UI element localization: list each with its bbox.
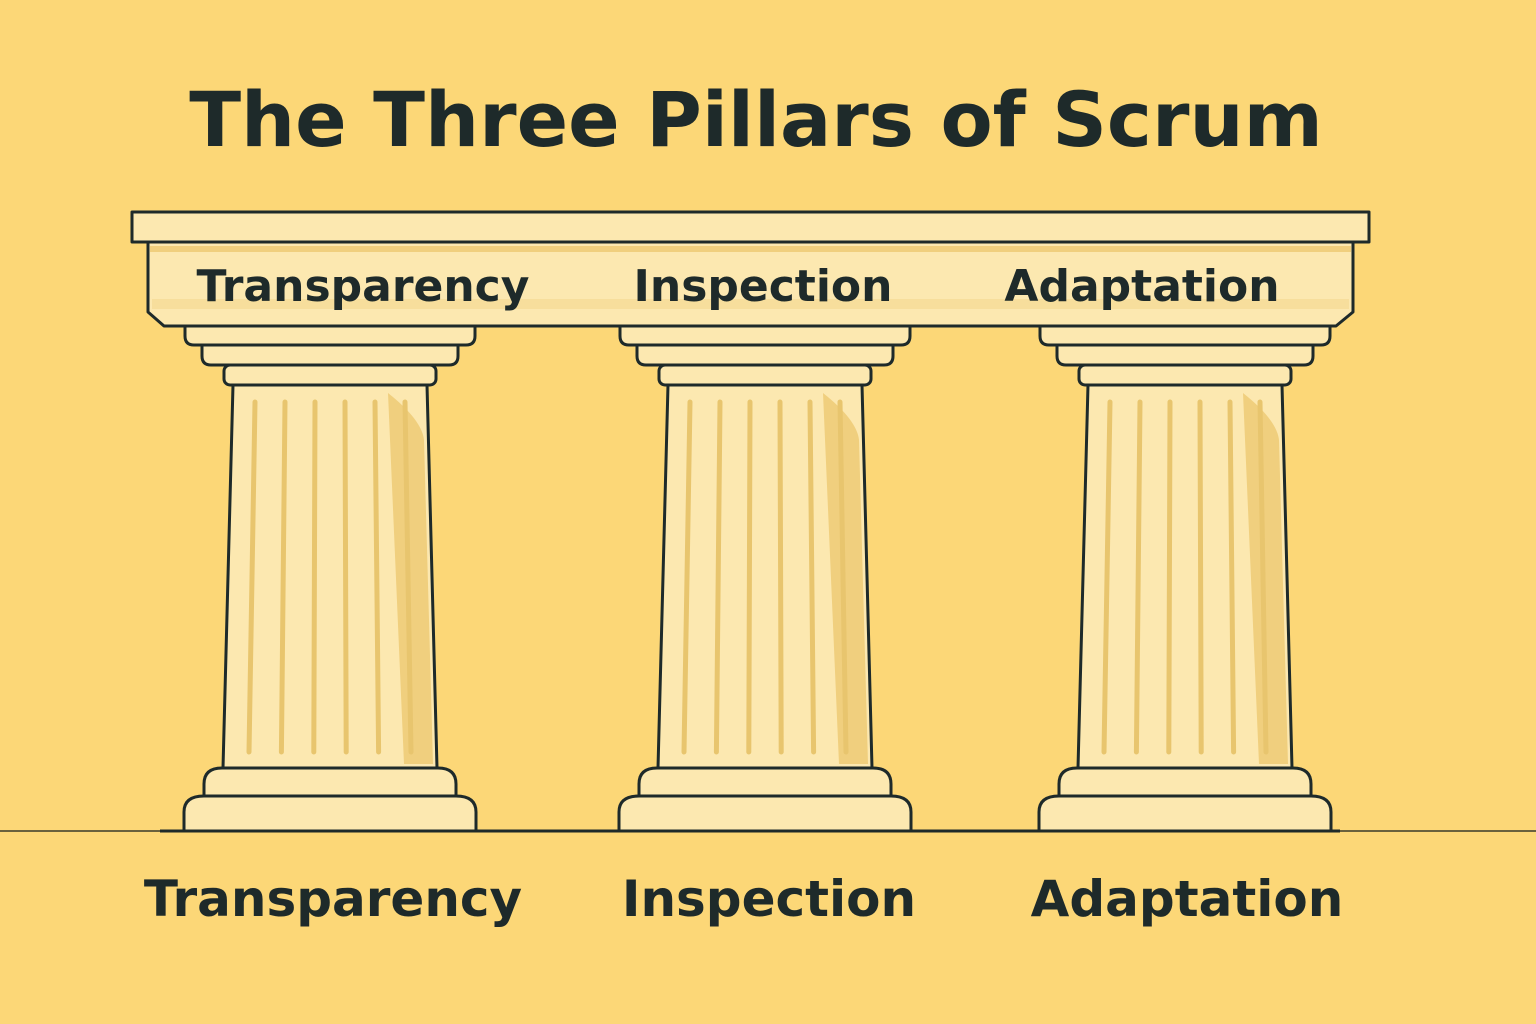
capital-top	[618, 324, 912, 347]
shaft-flute	[681, 399, 693, 755]
pillar-label-inspection: Inspection	[622, 870, 916, 928]
base-upper	[637, 766, 893, 798]
beam-label-inspection: Inspection	[634, 261, 893, 312]
shaft-flute	[1101, 399, 1113, 755]
shaft-flute	[1227, 399, 1237, 755]
beam-label-transparency: Transparency	[197, 261, 530, 312]
capital-neck	[222, 363, 438, 387]
shaft-flute	[1166, 399, 1173, 755]
pillars-group	[160, 324, 1340, 833]
capital-neck	[657, 363, 873, 387]
base-upper	[1057, 766, 1313, 798]
shaft-flute	[342, 399, 349, 755]
entablature	[130, 210, 1371, 328]
shaft-flute	[777, 399, 784, 755]
shaft-flute	[713, 399, 723, 755]
pillar-inspection	[617, 324, 913, 833]
capital-neck	[1077, 363, 1293, 387]
shaft-flute	[837, 399, 849, 755]
pillar-adaptation	[1037, 324, 1333, 833]
base-upper	[202, 766, 458, 798]
capital-top	[1038, 324, 1332, 347]
beam-label-adaptation: Adaptation	[1004, 261, 1279, 312]
cornice	[130, 210, 1371, 244]
capital-middle	[635, 343, 895, 367]
shaft-flute	[246, 399, 258, 755]
capital-top	[183, 324, 477, 347]
shaft-flute	[372, 399, 382, 755]
shaft-flute	[1197, 399, 1204, 755]
shaft-flute	[402, 399, 414, 755]
base-plinth	[617, 794, 913, 833]
base-plinth	[182, 794, 478, 833]
shaft-flute	[807, 399, 817, 755]
pillar-label-adaptation: Adaptation	[1031, 870, 1344, 928]
page-title: The Three Pillars of Scrum	[189, 75, 1323, 164]
base-plinth	[1037, 794, 1333, 833]
pillar-label-transparency: Transparency	[144, 870, 522, 928]
shaft-flute	[746, 399, 753, 755]
shaft-flute	[311, 399, 318, 755]
shaft-flute	[1257, 399, 1269, 755]
shaft-flute	[1133, 399, 1143, 755]
capital-middle	[200, 343, 460, 367]
pillar-transparency	[182, 324, 478, 833]
shaft-flute	[278, 399, 288, 755]
capital-middle	[1055, 343, 1315, 367]
